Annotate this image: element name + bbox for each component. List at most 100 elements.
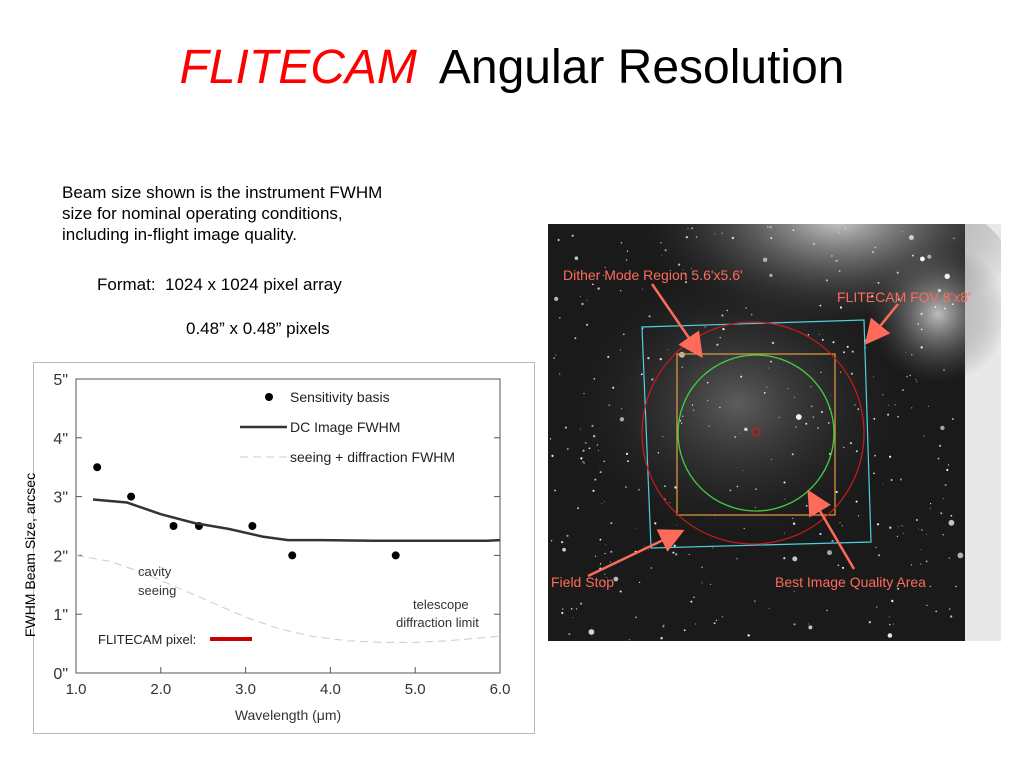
star xyxy=(729,489,732,492)
star xyxy=(911,354,913,356)
star xyxy=(604,573,606,575)
star xyxy=(873,376,875,378)
star xyxy=(572,616,574,618)
star xyxy=(582,449,585,452)
star xyxy=(721,232,723,234)
star xyxy=(870,331,872,333)
star xyxy=(682,415,684,417)
star xyxy=(707,399,709,402)
star xyxy=(564,426,567,429)
y-tick-label: 1" xyxy=(53,607,68,624)
star xyxy=(905,352,907,353)
star xyxy=(865,347,867,349)
diffraction-limit-label: diffraction limit xyxy=(396,615,479,630)
star xyxy=(851,350,854,353)
star xyxy=(929,507,931,509)
star xyxy=(768,608,770,610)
nebula-cloud xyxy=(868,244,1008,384)
star xyxy=(939,444,942,447)
star xyxy=(812,416,815,418)
x-tick-label: 3.0 xyxy=(235,681,256,698)
star xyxy=(549,438,552,440)
title-brand: FLITECAM xyxy=(179,41,417,94)
star xyxy=(672,551,675,554)
star xyxy=(695,623,697,625)
star xyxy=(743,527,745,530)
star xyxy=(606,577,608,578)
pixel-size-text: 0.48” x 0.48” pixels xyxy=(186,319,330,338)
star xyxy=(901,525,903,527)
star xyxy=(821,338,824,341)
star xyxy=(846,345,849,348)
star xyxy=(654,522,657,525)
star xyxy=(950,615,953,618)
star xyxy=(580,602,583,605)
star xyxy=(681,366,683,368)
star xyxy=(841,525,843,527)
star xyxy=(812,242,815,245)
star xyxy=(890,479,893,481)
star xyxy=(762,257,768,262)
star xyxy=(586,299,588,301)
star xyxy=(722,327,725,331)
star xyxy=(935,610,938,613)
dither-label: Dither Mode Region 5.6'x5.6' xyxy=(563,267,743,283)
star xyxy=(805,504,808,507)
star xyxy=(662,436,664,437)
sensitivity-point xyxy=(93,463,102,472)
star xyxy=(792,556,798,562)
field-stop-arrow xyxy=(587,529,685,578)
star xyxy=(807,334,810,336)
star xyxy=(608,404,610,406)
star xyxy=(640,373,643,376)
star xyxy=(906,375,908,378)
star xyxy=(715,619,718,622)
star xyxy=(909,374,911,377)
star xyxy=(783,481,786,484)
star xyxy=(920,563,922,565)
star xyxy=(603,580,606,583)
star xyxy=(628,639,630,641)
star xyxy=(887,633,893,638)
star xyxy=(957,552,964,559)
x-tick-label: 5.0 xyxy=(405,681,426,698)
star xyxy=(917,323,920,325)
star xyxy=(793,623,796,626)
star xyxy=(559,317,561,319)
star xyxy=(920,312,923,316)
star xyxy=(710,583,712,585)
star xyxy=(827,422,830,424)
star xyxy=(770,360,773,363)
star xyxy=(619,349,621,351)
sensitivity-point xyxy=(127,492,136,501)
fov-box xyxy=(641,319,872,549)
star xyxy=(818,333,820,335)
star xyxy=(601,503,603,504)
x-tick-label: 6.0 xyxy=(490,681,511,698)
star xyxy=(889,623,891,626)
star xyxy=(888,616,890,618)
star xyxy=(839,306,842,309)
star xyxy=(683,629,686,632)
star xyxy=(581,302,584,306)
star xyxy=(842,566,844,569)
star xyxy=(830,395,832,397)
x-tick-label: 1.0 xyxy=(66,681,87,698)
chart-svg: 0" 1" 2" 3" 4" 5" 1.0 2.0 3.0 4.0 5.0 6.0 Wavelength… xyxy=(53,372,511,723)
star xyxy=(693,596,695,598)
star xyxy=(603,460,605,462)
star xyxy=(574,337,577,340)
star xyxy=(855,500,858,503)
star xyxy=(889,526,892,529)
star xyxy=(734,436,737,438)
star xyxy=(661,254,663,256)
star xyxy=(849,442,852,445)
star xyxy=(574,256,579,260)
star xyxy=(682,269,684,271)
star xyxy=(897,298,900,301)
star xyxy=(561,611,564,615)
star xyxy=(940,512,943,515)
star xyxy=(579,296,581,298)
star xyxy=(588,447,591,450)
star xyxy=(675,553,678,556)
